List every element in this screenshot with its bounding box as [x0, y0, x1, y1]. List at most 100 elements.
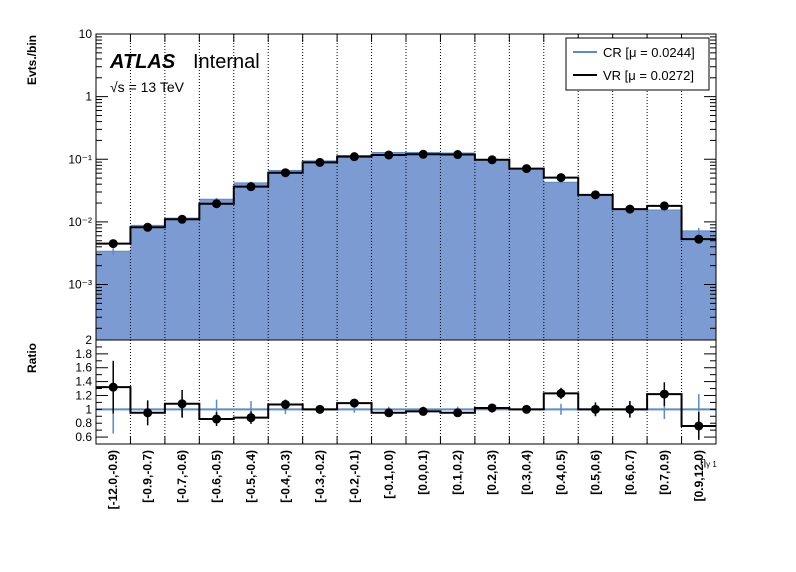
vr-point [625, 204, 635, 214]
cr-bar [199, 199, 235, 340]
vr-point [315, 157, 325, 167]
cr-bar [440, 152, 476, 340]
ratio-point [453, 408, 463, 418]
x-category-label: [-0.7,-0.6) [175, 450, 189, 503]
ratio-point [590, 404, 600, 414]
cr-bar [337, 155, 373, 340]
ratio-point [522, 404, 532, 414]
cr-bar [164, 218, 200, 340]
cr-bar [543, 182, 579, 340]
ratio-y-tick-label: 0.6 [75, 430, 92, 444]
ratio-plot: 21.81.61.41.210.80.6 [-12.0,-0.9) [-0.9,-0… [75, 333, 717, 509]
x-category-label: [0.5,0.6) [588, 450, 602, 495]
x-category-label: [0.3,0.4) [520, 450, 534, 495]
atlas-label: ATLAS [109, 51, 176, 73]
cr-bar [233, 182, 269, 340]
ratio-y-tick-label: 0.8 [75, 416, 92, 430]
vr-point [418, 149, 428, 159]
x-category-label: [0.4,0.5) [554, 450, 568, 495]
ratio-point [108, 382, 118, 392]
cr-bar [371, 152, 407, 340]
vr-point [659, 201, 669, 211]
legend-cr-label: CR [μ = 0.0244] [603, 45, 695, 60]
vr-point [349, 152, 359, 162]
x-category-label: [0.2,0.3) [485, 450, 499, 495]
vr-point [280, 168, 290, 178]
x-axis-label-sub: γ 1 [706, 460, 717, 469]
legend-box [565, 37, 710, 91]
y-axis-label: Evts./bin [25, 35, 39, 85]
ratio-point [212, 414, 222, 424]
x-category-label: [0.0,0.1) [416, 450, 430, 495]
ratio-y-tick-label: 1.6 [75, 361, 92, 375]
ratio-step-line [96, 386, 716, 427]
ratio-y-tick-label: 1.8 [75, 347, 92, 361]
x-category-label: [0.7,0.9) [657, 450, 671, 495]
x-axis-label: ηγ 1 [700, 456, 717, 469]
y-tick-label: 10⁻¹ [68, 152, 92, 166]
ratio-point [418, 406, 428, 416]
vr-point [212, 199, 222, 209]
ratio-point [384, 408, 394, 418]
ratio-point [659, 389, 669, 399]
ratio-point [315, 404, 325, 414]
ratio-point [143, 408, 153, 418]
ratio-point [280, 399, 290, 409]
x-category-label: [-0.3,-0.2) [313, 450, 327, 503]
x-category-label: [-12.0,-0.9) [106, 450, 120, 509]
ratio-y-tick-label: 1 [85, 402, 92, 416]
ratio-point [487, 403, 497, 413]
y-tick-label: 10⁻³ [68, 278, 92, 292]
x-axis-label-main: η [700, 456, 706, 468]
x-category-label: [0.6,0.7) [623, 450, 637, 495]
x-category-label: [-0.5,-0.4) [244, 450, 258, 503]
cr-bar [96, 251, 131, 340]
y-tick-label: 1 [85, 90, 92, 104]
cr-bar [406, 152, 441, 340]
internal-label: Internal [193, 51, 260, 73]
upper-plot: 10 1 10⁻¹ 10⁻² 10⁻³ [68, 27, 717, 341]
vr-step-line [96, 153, 716, 245]
vr-point [177, 214, 187, 224]
y-tick-label: 10 [79, 27, 93, 41]
vr-point [522, 164, 532, 174]
ratio-y-tick-label: 2 [85, 333, 92, 347]
x-category-label: [0.1,0.2) [451, 450, 465, 495]
legend-vr-label: VR [μ = 0.0272] [603, 68, 694, 83]
vr-point [143, 222, 153, 232]
cr-bar [578, 194, 614, 340]
x-category-label: [-0.4,-0.3) [278, 450, 292, 503]
ratio-y-tick-label: 1.2 [75, 388, 92, 402]
vr-point [590, 190, 600, 200]
x-category-label: [0.9,12.0) [692, 450, 706, 501]
ratio-y-tick-label: 1.4 [75, 375, 92, 389]
vr-point [453, 150, 463, 160]
ratio-point [625, 404, 635, 414]
y-tick-label: 10⁻² [68, 215, 92, 229]
cr-bar [474, 160, 510, 340]
energy-label: √s = 13 TeV [110, 79, 185, 95]
vr-point [384, 150, 394, 160]
x-category-label: [-0.2,-0.1) [347, 450, 361, 503]
ratio-y-axis-label: Ratio [25, 343, 39, 373]
cr-bar [130, 225, 166, 340]
x-category-label: [-0.6,-0.5) [210, 450, 224, 503]
ratio-point [177, 399, 187, 409]
ratio-point [349, 398, 359, 408]
x-category-label: [-0.1,0.0) [382, 450, 396, 499]
vr-point [108, 239, 118, 249]
legend: CR [μ = 0.0244] VR [μ = 0.0272] [565, 37, 710, 91]
cr-bar [268, 170, 304, 340]
cr-bar [509, 168, 545, 340]
cr-bar [302, 160, 338, 340]
ratio-point [246, 413, 256, 423]
cr-bar [647, 209, 683, 340]
x-category-label: [-0.9,-0.7) [141, 450, 155, 503]
labels-layer: Evts./bin Ratio ATLAS Internal √s = 13 T… [25, 35, 717, 469]
ratio-point [694, 421, 704, 431]
vr-point [487, 155, 497, 165]
vr-point [694, 234, 704, 244]
ratio-point [556, 388, 566, 398]
vr-point [556, 173, 566, 183]
